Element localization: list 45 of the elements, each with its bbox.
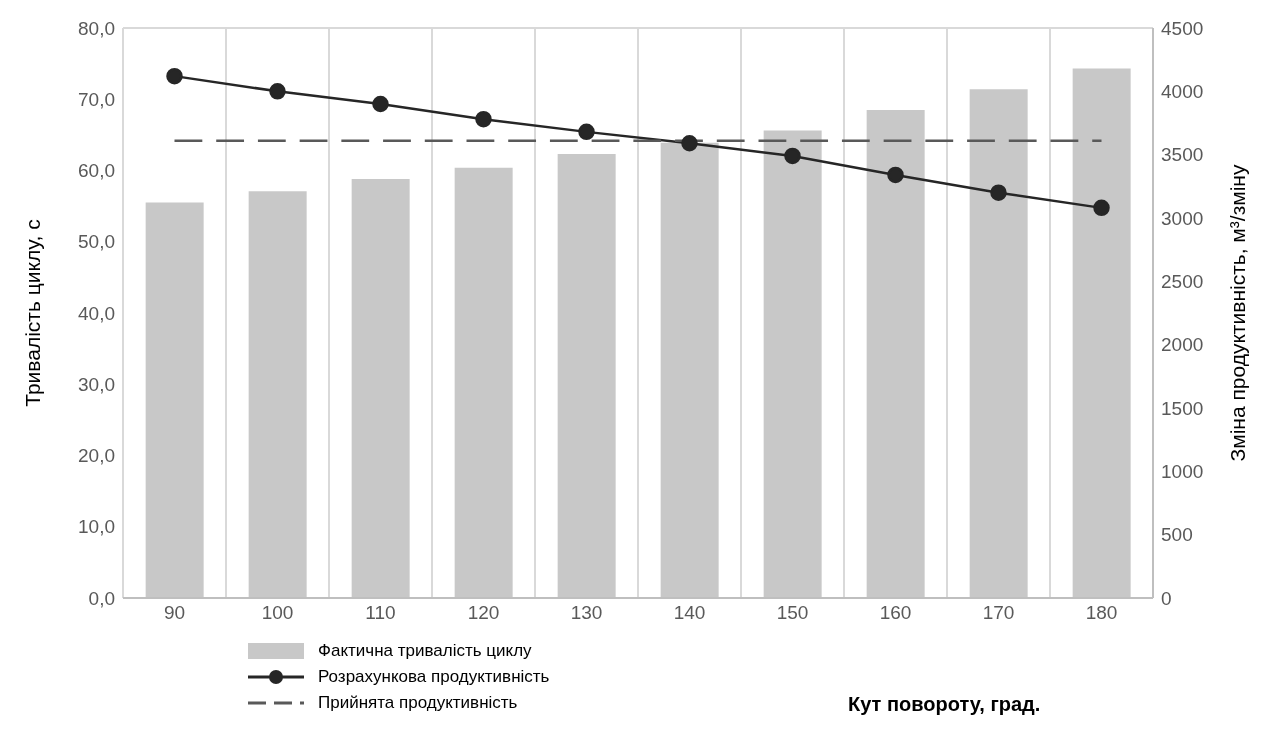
y-tick-label: 40,0 (78, 302, 115, 324)
point (372, 95, 389, 113)
y2-tick-label: 4500 (1161, 17, 1204, 39)
y-tick-label: 0,0 (88, 587, 115, 609)
y2-tick-label: 3000 (1161, 207, 1204, 229)
point (166, 67, 183, 85)
legend-label: Розрахункова продуктивність (318, 666, 550, 688)
y2-tick-label: 2500 (1161, 271, 1204, 293)
x-tick-label: 110 (365, 602, 396, 624)
y2-axis-title: Зміна продуктивність, м³/зміну (1226, 164, 1250, 462)
point (269, 83, 286, 100)
point (990, 184, 1007, 201)
point (681, 135, 698, 152)
y-tick-label: 80,0 (78, 17, 115, 39)
point (887, 166, 904, 184)
x-tick-label: 170 (982, 602, 1015, 624)
y-axis-title: Тривалість циклу, с (21, 219, 45, 407)
x-tick-label: 140 (673, 602, 706, 624)
y-tick-label: 70,0 (78, 89, 115, 110)
y-tick-label: 20,0 (78, 445, 115, 467)
legend-label: Прийнята продуктивність (318, 692, 518, 714)
point (784, 147, 801, 165)
point (578, 123, 595, 141)
x-tick-label: 130 (570, 602, 603, 624)
x-tick-label: 90 (163, 602, 186, 624)
y2-tick-label: 500 (1161, 524, 1193, 546)
x-tick-label: 160 (879, 602, 912, 624)
legend-label: Фактична тривалість циклу (318, 640, 532, 662)
y2-tick-label: 4000 (1161, 81, 1204, 103)
point (475, 110, 492, 128)
x-tick-label: 100 (261, 602, 294, 624)
x-tick-label: 150 (776, 602, 809, 624)
y2-tick-label: 3500 (1161, 144, 1204, 166)
y2-tick-label: 1500 (1161, 397, 1204, 419)
y2-tick-label: 1000 (1161, 461, 1204, 483)
y2-tick-label: 2000 (1161, 334, 1204, 356)
point (1093, 199, 1110, 217)
y-tick-label: 60,0 (78, 160, 115, 182)
y2-tick-label: 0 (1161, 587, 1172, 609)
x-tick-label: 120 (467, 602, 500, 624)
y-tick-label: 10,0 (78, 516, 115, 538)
x-axis-title: Кут повороту, град. (848, 693, 1041, 716)
x-tick-label: 180 (1085, 602, 1118, 624)
y-tick-label: 50,0 (78, 231, 115, 253)
y-tick-label: 30,0 (78, 373, 115, 395)
